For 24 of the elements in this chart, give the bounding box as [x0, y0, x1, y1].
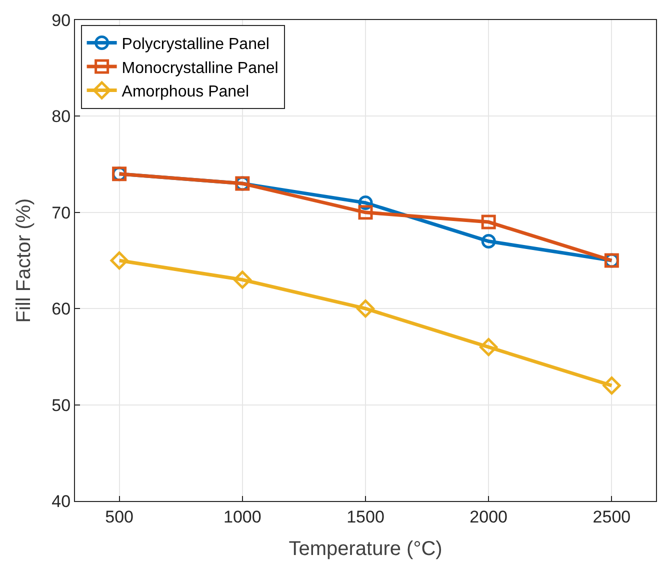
point: [481, 234, 496, 249]
y-tick-label: 40: [52, 492, 71, 511]
point: [602, 376, 621, 395]
y-tick-label: 60: [52, 300, 71, 319]
x-tick-label: 2000: [470, 507, 508, 526]
legend-label: Amorphous Panel: [122, 84, 249, 101]
x-tick-label: 2500: [592, 507, 631, 526]
point: [480, 338, 498, 356]
y-tick-label: 70: [52, 203, 71, 222]
point: [110, 251, 128, 270]
x-axis-title: Temperature (°C): [288, 538, 442, 560]
point: [358, 205, 373, 220]
point: [356, 300, 375, 318]
legend-label: Monocrystalline Panel: [122, 60, 278, 77]
y-axis-title: Fill Factor (%): [13, 198, 36, 323]
x-tick-label: 1000: [223, 507, 262, 526]
y-tick-label: 90: [52, 10, 71, 30]
point: [481, 214, 496, 230]
point: [233, 270, 252, 289]
y-tick-label: 80: [52, 107, 71, 126]
x-tick-label: 500: [105, 507, 134, 526]
x-tick-label: 1500: [346, 507, 384, 526]
legend-label: Polycrystalline Panel: [122, 36, 270, 53]
y-tick-label: 50: [52, 396, 71, 415]
